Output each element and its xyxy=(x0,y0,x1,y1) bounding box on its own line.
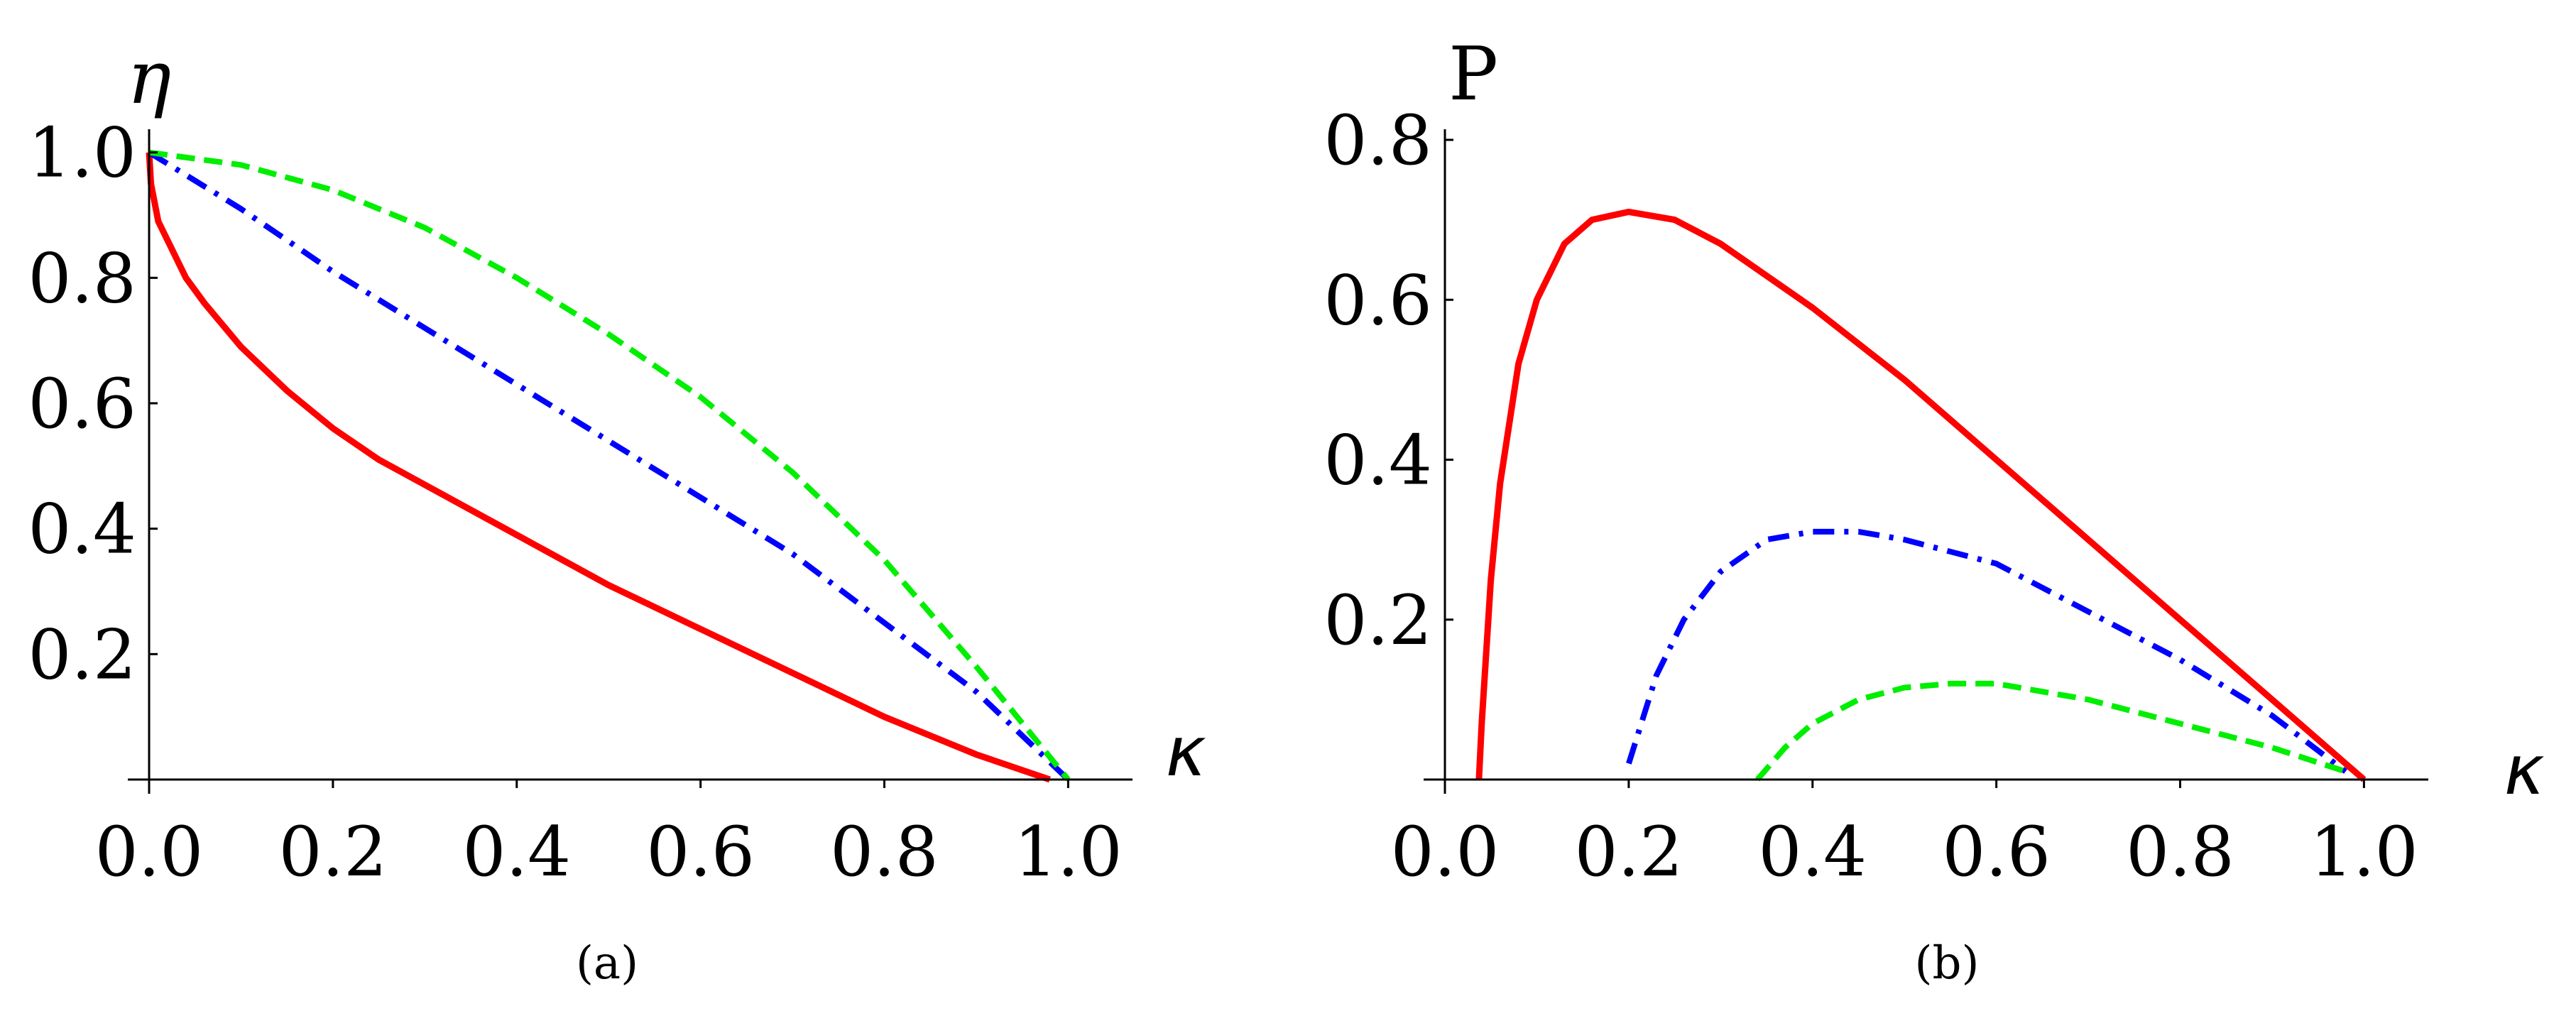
series-line-dashed xyxy=(148,149,1071,782)
x-tick-label: 1.0 xyxy=(2310,812,2418,892)
series-line-solid xyxy=(146,152,1051,783)
panel-b-chart: 0.0 0.2 0.4 0.6 0.8 1.0 0.2 0.4 0.6 0.8 P κ (b) xyxy=(1324,31,2544,990)
panel-b-caption: (b) xyxy=(1915,937,1980,990)
y-tick-label: 0.4 xyxy=(1324,421,1432,501)
x-tick-label: 0.6 xyxy=(646,812,755,892)
y-tick-label: 0.6 xyxy=(28,364,136,444)
x-tick-label: 0.8 xyxy=(830,812,939,892)
y-tick-label: 0.8 xyxy=(1324,101,1432,180)
x-tick-label: 0.4 xyxy=(462,812,571,892)
series-line-dashdot xyxy=(147,150,1071,782)
y-tick-label: 0.8 xyxy=(28,239,136,318)
y-tick-label: 0.6 xyxy=(1324,261,1432,340)
panel-a-caption: (a) xyxy=(576,937,638,990)
x-tick-label: 0.2 xyxy=(279,812,388,892)
series-line-solid xyxy=(1475,208,2367,782)
y-tick-label: 0.2 xyxy=(1324,581,1432,660)
panel-a-series xyxy=(146,149,1071,783)
panel-b-x-axis-label: κ xyxy=(2504,731,2545,810)
x-tick-label: 0.4 xyxy=(1758,812,1867,892)
panel-b-ticks: 0.0 0.2 0.4 0.6 0.8 1.0 0.2 0.4 0.6 0.8 xyxy=(1324,101,2418,892)
panel-a-ticks: 0.0 0.2 0.4 0.6 0.8 1.0 0.2 0.4 0.6 0.8 1.0 xyxy=(28,114,1122,892)
y-tick-label: 0.2 xyxy=(28,615,136,694)
x-tick-label: 0.8 xyxy=(2126,812,2234,892)
series-line-dashdot xyxy=(1626,528,2347,774)
panel-a-y-axis-label: η xyxy=(127,34,171,121)
x-tick-label: 0.0 xyxy=(1391,812,1500,892)
y-tick-label: 0.4 xyxy=(28,490,136,569)
x-tick-label: 1.0 xyxy=(1014,812,1123,892)
panel-b-y-axis-label: P xyxy=(1448,31,1498,117)
panel-b-series xyxy=(1475,208,2367,782)
series-line-dashed xyxy=(1755,680,2347,782)
panel-a-x-axis-label: κ xyxy=(1166,712,1206,792)
x-tick-label: 0.6 xyxy=(1942,812,2051,892)
x-tick-label: 0.2 xyxy=(1575,812,1683,892)
x-tick-label: 0.0 xyxy=(95,812,204,892)
y-tick-label: 1.0 xyxy=(28,114,136,193)
panel-a-chart: 0.0 0.2 0.4 0.6 0.8 1.0 0.2 0.4 0.6 0.8 1.0 η κ (a… xyxy=(28,34,1206,990)
